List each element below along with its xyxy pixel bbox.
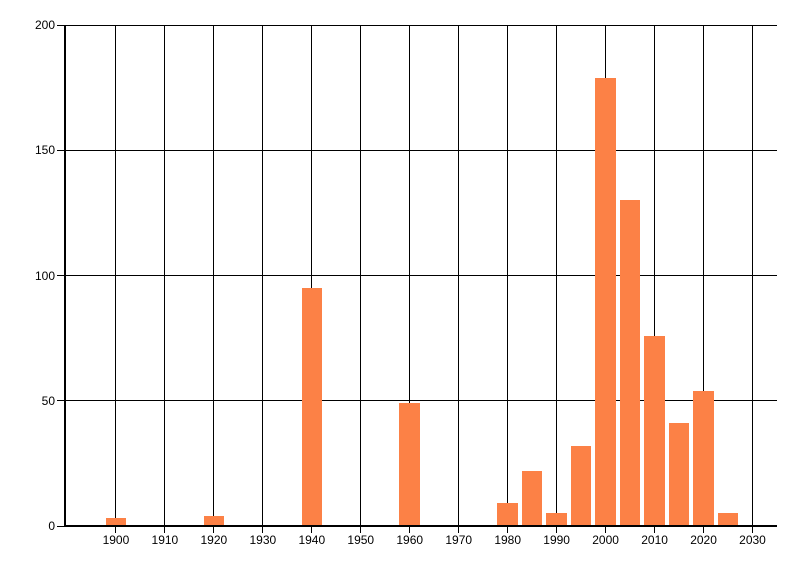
v-gridline-1960 — [409, 25, 411, 533]
x-tick-label-2000: 2000 — [592, 533, 619, 547]
x-tick-label-1930: 1930 — [249, 533, 277, 547]
x-axis-line — [64, 525, 777, 527]
bar-1990 — [546, 513, 567, 526]
v-gridline-2020 — [703, 25, 705, 533]
x-tick-label-2020: 2020 — [690, 533, 717, 547]
v-gridline-1920 — [213, 25, 215, 533]
v-gridline-1940 — [311, 25, 313, 533]
y-tick-label-0: 0 — [48, 519, 55, 533]
bar-1960 — [399, 403, 421, 526]
v-gridline-2030 — [752, 25, 754, 533]
x-tick-label-1950: 1950 — [347, 533, 375, 547]
x-tick-label-1990: 1990 — [543, 533, 570, 547]
x-tick-label-2010: 2010 — [641, 533, 668, 547]
x-tick-label-1940: 1940 — [298, 533, 326, 547]
x-tick-label-1960: 1960 — [396, 533, 424, 547]
h-gridline-50 — [65, 400, 777, 402]
x-tick-label-1900: 1900 — [102, 533, 130, 547]
y-tick-label-200: 200 — [34, 18, 55, 32]
bar-1985 — [521, 470, 543, 526]
v-gridline-1980 — [507, 25, 509, 533]
bar-2015 — [668, 423, 690, 526]
bar-2005 — [619, 200, 641, 526]
bar-2025 — [717, 513, 739, 526]
bar-2000 — [595, 77, 616, 526]
y-tick-label-50: 50 — [41, 393, 55, 408]
v-gridline-1970 — [458, 25, 460, 533]
bar-1940 — [301, 288, 323, 526]
bar-1980 — [497, 503, 518, 526]
x-tick-label-1920: 1920 — [200, 533, 228, 547]
v-gridline-2010 — [654, 25, 656, 533]
y-tick-label-100: 100 — [34, 268, 55, 283]
y-tick-100 — [57, 275, 65, 276]
v-gridline-1950 — [360, 25, 362, 533]
y-axis-line — [64, 25, 66, 526]
bar-1920 — [203, 515, 225, 526]
h-gridline-200 — [65, 24, 777, 26]
bar-2010 — [644, 335, 665, 526]
v-gridline-1900 — [115, 25, 117, 533]
h-gridline-150 — [65, 149, 777, 151]
bar-1995 — [570, 445, 592, 526]
y-tick-label-150: 150 — [34, 143, 55, 158]
x-tick-label-1910: 1910 — [151, 533, 179, 547]
v-gridline-1990 — [556, 25, 558, 533]
x-tick-label-1970: 1970 — [445, 533, 473, 547]
v-gridline-1930 — [262, 25, 264, 533]
bar-2020 — [693, 390, 714, 526]
y-tick-50 — [57, 400, 65, 402]
y-tick-150 — [57, 149, 65, 151]
x-tick-label-2030: 2030 — [739, 533, 766, 547]
h-gridline-100 — [65, 275, 777, 276]
y-tick-0 — [57, 525, 65, 527]
bar-1900 — [105, 518, 127, 526]
x-tick-label-1980: 1980 — [494, 533, 522, 547]
v-gridline-1910 — [164, 25, 166, 533]
y-tick-200 — [57, 24, 65, 26]
